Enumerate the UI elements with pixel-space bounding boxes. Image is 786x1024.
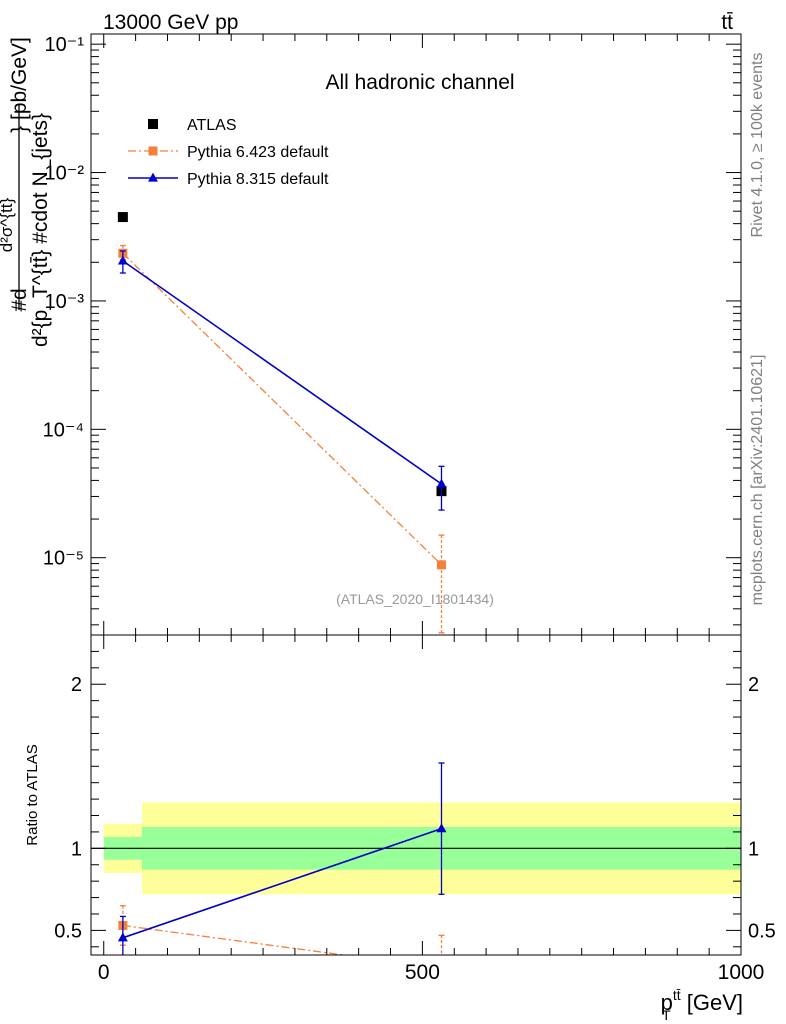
pythia-8-315-default-line: [122, 260, 442, 485]
ylabel-denominator: d²{p_T^{tt̄} #cdot N_{jets}: [29, 113, 52, 347]
ratio-pythia-8-315-default-point-0: [117, 932, 128, 942]
x-axis-label-sub: T: [662, 1007, 671, 1023]
ratio-y-tick-label-left-1: 1: [71, 838, 82, 860]
ratio-y-tick-label-left-2: 2: [71, 674, 82, 696]
ratio-pythia-6-423-default-line: [122, 924, 349, 955]
ratio-y-tick-label-right-0: 0.5: [748, 920, 776, 942]
legend-pythia-6-423-default-label: Pythia 6.423 default: [187, 144, 329, 161]
ratio-y-tick-label-right-1: 1: [748, 838, 759, 860]
channel-label: All hadronic channel: [325, 71, 514, 94]
legend-pythia-8-315-default-marker: [148, 172, 158, 182]
axes-ticks: 0 500 1000 10⁻¹ 10⁻² 10⁻³ 10⁻⁴ 10⁻⁵ 0.5 0.5 1 1 2 2: [43, 34, 776, 984]
svg-text:ptt̄ [GeV]: ptt̄ [GeV]: [661, 987, 743, 1015]
x-axis-label-sup: tt̄: [673, 987, 681, 1003]
ylabel-numerator: d²σ^{tt̄}: [0, 197, 16, 252]
pythia-6-423-default-line: [122, 252, 442, 566]
ratio-y-tick-label-left-0: 0.5: [54, 920, 82, 942]
ratio-y-tick-label-right-2: 2: [748, 674, 759, 696]
site-label: mcplots.cern.ch [arXiv:2401.10621]: [749, 355, 766, 606]
main-y-tick-label-3: 10⁻⁴: [43, 419, 84, 441]
ratio-pythia-8-315-default-point-1: [436, 823, 447, 833]
atlas-point-0: [117, 212, 128, 223]
energy-label: 13000 GeV pp: [103, 11, 238, 34]
x-axis-label-unit: [GeV]: [681, 990, 743, 1015]
ratio-y-axis-label: Ratio to ATLAS: [24, 744, 41, 845]
main-y-tick-label-4: 10⁻⁵: [43, 548, 84, 570]
x-tick-label-1000: 1000: [718, 961, 765, 984]
x-tick-label-500: 500: [405, 961, 440, 984]
legend-atlas-marker: [148, 119, 158, 129]
x-axis-label-main: p: [661, 990, 673, 1015]
analysis-label: (ATLAS_2020_I1801434): [336, 591, 494, 607]
main-y-tick-label-0: 10⁻¹: [45, 34, 85, 56]
process-label: tt̄: [721, 11, 733, 34]
pythia-8-315-default-point-1: [436, 478, 447, 488]
pythia-6-423-default-point-1: [436, 560, 446, 570]
main-y-axis-label: #d d²σ^{tt̄} d²{p_T^{tt̄} #cdot N_{jets}…: [0, 37, 52, 347]
legend: ATLAS Pythia 6.423 default Pythia 8.315 de…: [128, 117, 329, 188]
x-axis-label: ptt̄ [GeV] T: [661, 987, 743, 1023]
main-y-tick-label-1: 10⁻²: [45, 163, 85, 185]
legend-pythia-6-423-default-marker: [148, 146, 158, 156]
ratio-pythia-8-315-default-line: [122, 827, 442, 939]
ratio-plot-frame: [90, 634, 742, 956]
main-y-tick-label-2: 10⁻³: [45, 291, 85, 313]
x-tick-label-0: 0: [98, 961, 110, 984]
legend-atlas-label: ATLAS: [187, 117, 237, 134]
ratio-plot: [90, 634, 742, 956]
rivet-label: Rivet 4.1.0, ≥ 100k events: [749, 53, 766, 238]
pythia-8-315-default-point-0: [117, 255, 128, 265]
ylabel-unit: } [pb/GeV]: [8, 37, 31, 133]
legend-pythia-8-315-default-label: Pythia 8.315 default: [187, 171, 329, 188]
